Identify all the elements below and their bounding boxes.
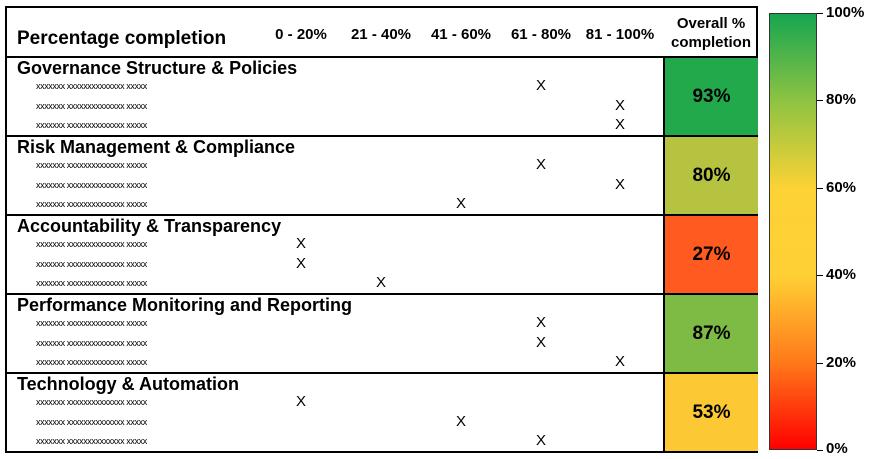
colorbar-tick-label: 40% <box>826 266 857 284</box>
completion-mark: X <box>535 156 546 173</box>
colorbar-tick <box>817 450 823 451</box>
completion-mark: X <box>295 255 306 272</box>
completion-mark: X <box>295 235 306 252</box>
item-label: xxxxxxx xxxxxxxxxxxxxx xxxxx <box>36 357 147 367</box>
completion-mark: X <box>535 77 546 94</box>
section-title: Accountability & Transparency <box>17 216 282 236</box>
colorbar-tick-label: 100% <box>826 4 865 21</box>
column-header: 41 - 60% <box>430 26 492 43</box>
item-label: xxxxxxx xxxxxxxxxxxxxx xxxxx <box>36 417 147 427</box>
overall-completion-cell: 80% <box>663 137 758 214</box>
section-title: Performance Monitoring and Reporting <box>17 295 353 315</box>
colorbar <box>769 13 817 450</box>
item-label: xxxxxxx xxxxxxxxxxxxxx xxxxx <box>36 278 147 288</box>
header-divider <box>7 56 756 58</box>
overall-completion-cell: 27% <box>663 216 758 293</box>
completion-mark: X <box>295 393 306 410</box>
completion-mark: X <box>455 195 466 212</box>
item-label: xxxxxxx xxxxxxxxxxxxxx xxxxx <box>36 160 147 170</box>
completion-mark: X <box>535 314 546 331</box>
column-header: 0 - 20% <box>275 26 327 43</box>
table-title: Percentage completion <box>17 28 227 49</box>
overall-completion-cell: 87% <box>663 295 758 372</box>
item-label: xxxxxxx xxxxxxxxxxxxxx xxxxx <box>36 101 147 111</box>
completion-mark: X <box>375 274 386 291</box>
item-label: xxxxxxx xxxxxxxxxxxxxx xxxxx <box>36 259 147 269</box>
completion-mark: X <box>614 353 625 370</box>
colorbar-tick <box>817 13 823 14</box>
colorbar-tick-label: 20% <box>826 353 857 371</box>
completion-mark: X <box>535 334 546 351</box>
colorbar-tick <box>817 100 823 102</box>
item-label: xxxxxxx xxxxxxxxxxxxxx xxxxx <box>36 436 147 446</box>
overall-completion-cell: 93% <box>663 58 758 135</box>
item-label: xxxxxxx xxxxxxxxxxxxxx xxxxx <box>36 239 147 249</box>
completion-table: Percentage completion Overall % completi… <box>5 6 758 453</box>
colorbar-tick-label: 80% <box>826 91 857 109</box>
completion-mark: X <box>535 432 546 449</box>
colorbar-tick <box>817 187 823 189</box>
column-header: 81 - 100% <box>585 26 655 43</box>
overall-header-line-1: Overall % <box>676 15 746 32</box>
completion-mark: X <box>614 116 625 133</box>
item-label: xxxxxxx xxxxxxxxxxxxxx xxxxx <box>36 318 147 328</box>
colorbar-tick-label: 60% <box>826 178 857 196</box>
item-label: xxxxxxx xxxxxxxxxxxxxx xxxxx <box>36 199 147 209</box>
column-header: 21 - 40% <box>350 26 412 43</box>
overall-completion-cell: 53% <box>663 374 758 451</box>
item-label: xxxxxxx xxxxxxxxxxxxxx xxxxx <box>36 81 147 91</box>
completion-mark: X <box>614 97 625 114</box>
section-title: Governance Structure & Policies <box>17 58 298 78</box>
section-title: Technology & Automation <box>17 374 239 394</box>
overall-header: Overall % completion <box>664 14 758 52</box>
item-label: xxxxxxx xxxxxxxxxxxxxx xxxxx <box>36 397 147 407</box>
section-divider <box>7 214 756 216</box>
section-divider <box>7 135 756 137</box>
overall-header-line-2: completion <box>670 34 751 51</box>
item-label: xxxxxxx xxxxxxxxxxxxxx xxxxx <box>36 120 147 130</box>
section-divider <box>7 372 756 374</box>
column-header: 61 - 80% <box>510 26 572 43</box>
colorbar-tick-label: 0% <box>826 440 848 457</box>
item-label: xxxxxxx xxxxxxxxxxxxxx xxxxx <box>36 180 147 190</box>
section-divider <box>7 293 756 295</box>
colorbar-tick <box>817 275 823 277</box>
item-label: xxxxxxx xxxxxxxxxxxxxx xxxxx <box>36 338 147 348</box>
completion-mark: X <box>614 176 625 193</box>
section-title: Risk Management & Compliance <box>17 137 296 157</box>
completion-mark: X <box>455 413 466 430</box>
colorbar-tick <box>817 362 823 364</box>
